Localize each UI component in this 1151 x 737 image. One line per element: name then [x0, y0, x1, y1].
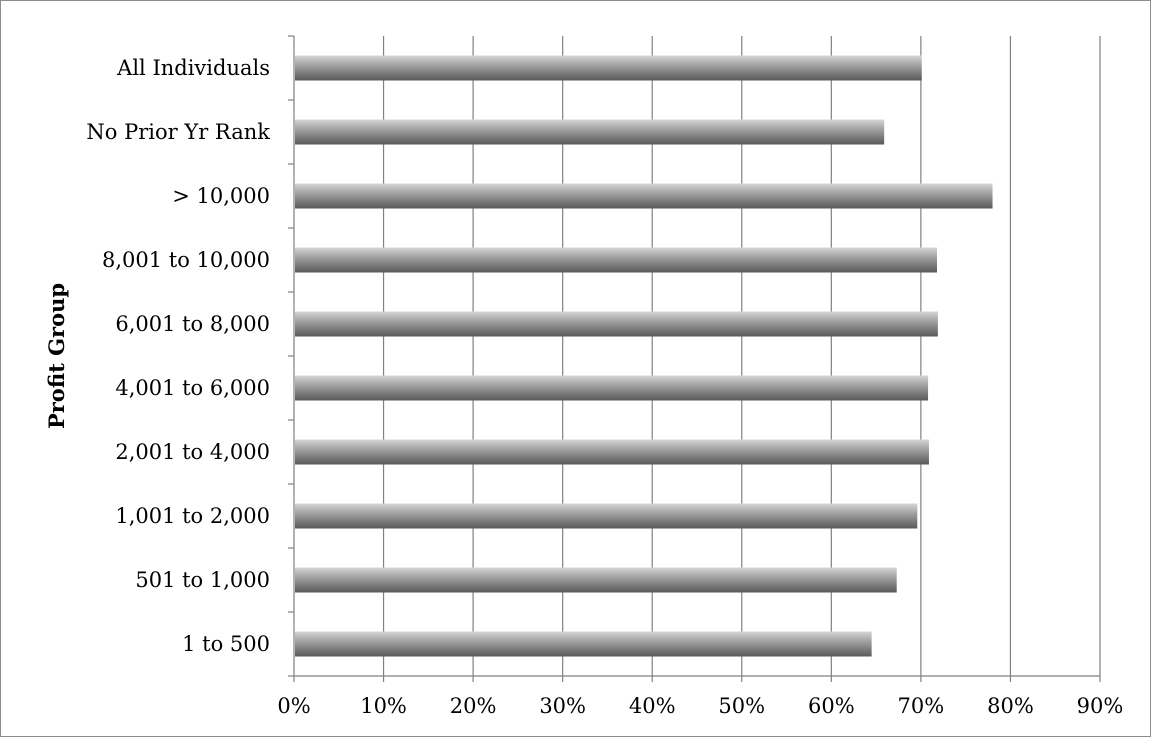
- category-labels: All Individuals No Prior Yr Rank > 10,000 8…: [86, 56, 270, 656]
- axes: [288, 35, 1101, 682]
- y-axis-title: Profit Group: [44, 283, 69, 429]
- category-label: 501 to 1,000: [135, 568, 270, 592]
- bar: [295, 439, 929, 465]
- bar: [295, 375, 929, 401]
- bar: [295, 119, 885, 145]
- category-label: 1,001 to 2,000: [115, 504, 270, 528]
- category-label: No Prior Yr Rank: [86, 120, 270, 144]
- category-label: All Individuals: [116, 56, 270, 80]
- bar: [295, 183, 993, 209]
- x-tick-label: 70%: [898, 694, 945, 718]
- bars: [295, 55, 993, 657]
- bar: [295, 55, 922, 81]
- bar: [295, 567, 897, 593]
- category-label: 1 to 500: [182, 632, 270, 656]
- category-label: 6,001 to 8,000: [115, 312, 270, 336]
- x-tick-label: 50%: [718, 694, 765, 718]
- category-label: > 10,000: [172, 184, 270, 208]
- x-tick-label: 10%: [360, 694, 407, 718]
- x-tick-label: 60%: [808, 694, 855, 718]
- bar: [295, 311, 938, 337]
- category-label: 4,001 to 6,000: [115, 376, 270, 400]
- bar: [295, 247, 938, 273]
- x-tick-labels: 0% 10% 20% 30% 40% 50% 60% 70% 80% 90%: [277, 694, 1123, 718]
- bar: [295, 631, 872, 657]
- category-label: 8,001 to 10,000: [102, 248, 270, 272]
- x-tick-label: 0%: [277, 694, 310, 718]
- x-tick-label: 90%: [1077, 694, 1124, 718]
- bar: [295, 503, 918, 529]
- x-tick-label: 30%: [539, 694, 586, 718]
- x-tick-label: 20%: [450, 694, 497, 718]
- x-tick-label: 80%: [987, 694, 1034, 718]
- x-tick-label: 40%: [629, 694, 676, 718]
- category-label: 2,001 to 4,000: [115, 440, 270, 464]
